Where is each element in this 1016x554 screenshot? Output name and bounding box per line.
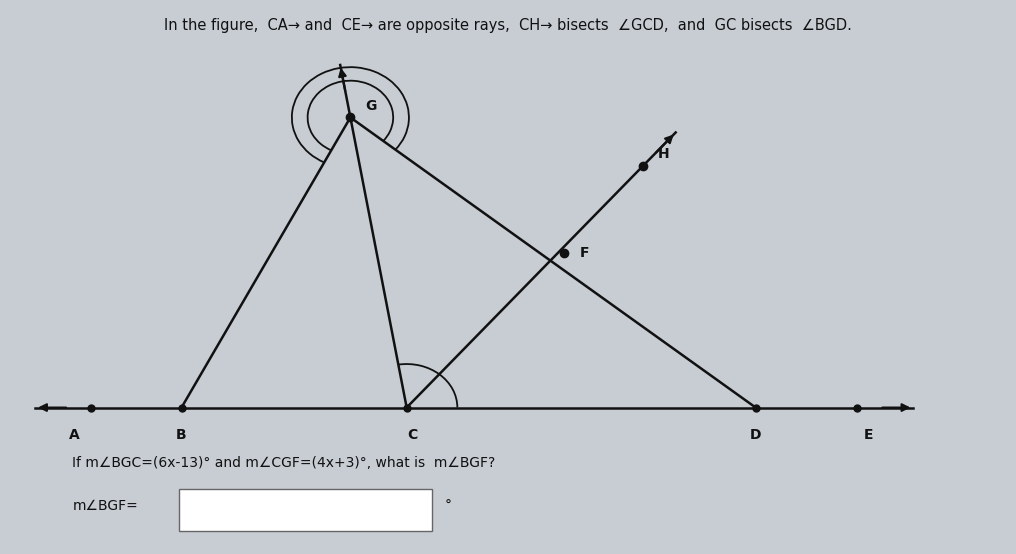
Text: °: ° [444,499,451,513]
Text: B: B [176,428,187,442]
Text: E: E [864,428,873,442]
Text: F: F [580,246,589,260]
Text: If m∠BGC=(6x-13)° and m∠CGF=(4x+3)°, what is  m∠BGF?: If m∠BGC=(6x-13)° and m∠CGF=(4x+3)°, wha… [72,456,496,470]
Text: G: G [365,99,376,113]
Text: In the figure,  CA→ and  CE→ are opposite rays,  CH→ bisects  ∠GCD,  and  GC bis: In the figure, CA→ and CE→ are opposite … [164,18,852,33]
FancyBboxPatch shape [179,489,432,531]
Text: A: A [69,428,80,442]
Text: C: C [407,428,418,442]
Text: D: D [750,428,761,442]
Text: m∠BGF=: m∠BGF= [72,499,138,513]
Text: H: H [657,147,670,161]
